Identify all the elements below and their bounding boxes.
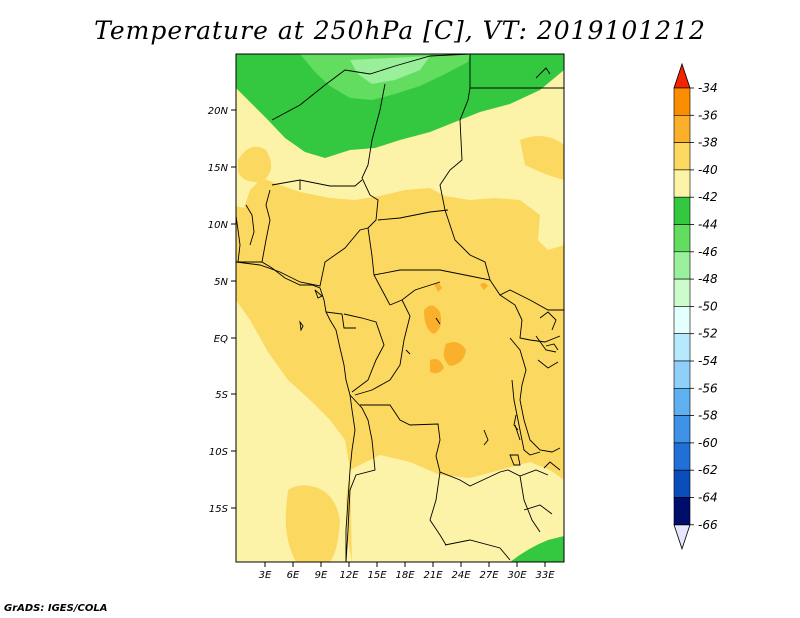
field-southwest-plume bbox=[285, 485, 340, 562]
lat-label-20n: 20N bbox=[208, 106, 229, 117]
colorbar-segment bbox=[673, 333, 691, 362]
colorbar-bottom-arrow bbox=[673, 524, 691, 551]
lat-label-5n: 5N bbox=[214, 277, 228, 288]
lat-label-10n: 10N bbox=[208, 220, 229, 231]
grads-credit: GrADS: IGES/COLA bbox=[4, 603, 108, 614]
colorbar-label: -58 bbox=[698, 409, 718, 423]
colorbar-segment bbox=[673, 142, 691, 171]
colorbar-top-arrow bbox=[673, 62, 691, 89]
colorbar-label: -62 bbox=[698, 463, 718, 477]
colorbar-segment bbox=[673, 360, 691, 389]
colorbar-label: -54 bbox=[698, 354, 718, 368]
field-central-patch-5 bbox=[480, 282, 488, 290]
colorbar-label: -50 bbox=[698, 299, 718, 313]
colorbar-label: -66 bbox=[698, 518, 718, 532]
lon-label-6e: 6E bbox=[287, 570, 300, 581]
lon-label-30e: 30E bbox=[507, 570, 527, 581]
colorbar-label: -56 bbox=[698, 381, 718, 395]
colorbar-label: -46 bbox=[698, 245, 718, 259]
colorbar-label: -36 bbox=[698, 108, 718, 122]
map-frame bbox=[235, 53, 565, 563]
colorbar-segment bbox=[673, 169, 691, 198]
lon-label-27e: 27E bbox=[479, 570, 499, 581]
lon-label-21e: 21E bbox=[423, 570, 443, 581]
lon-axis bbox=[264, 562, 546, 567]
lat-label-15n: 15N bbox=[208, 163, 229, 174]
lon-label-24e: 24E bbox=[451, 570, 471, 581]
map-title: Temperature at 250hPa [C], VT: 201910121… bbox=[94, 16, 706, 45]
field-north-blob-1 bbox=[238, 146, 272, 183]
field-north-green bbox=[236, 54, 564, 158]
lat-label-15s: 15S bbox=[209, 504, 229, 515]
colorbar-segment bbox=[673, 87, 691, 116]
field-south-pale bbox=[350, 455, 564, 562]
colorbar-label: -34 bbox=[698, 81, 718, 95]
lon-label-33e: 33E bbox=[535, 570, 555, 581]
lon-label-18e: 18E bbox=[395, 570, 415, 581]
lat-label-5s: 5S bbox=[215, 390, 228, 401]
colorbar-segment bbox=[673, 442, 691, 471]
colorbar-segment bbox=[673, 497, 691, 526]
colorbar-label: -42 bbox=[698, 190, 718, 204]
colorbar: -34 -36 -38 -40 -42 -44 -46 -48 -50 -52 -54 -56 -58 -… bbox=[673, 62, 718, 551]
field-central-patch-4 bbox=[434, 282, 442, 292]
colorbar-label: -64 bbox=[698, 491, 718, 505]
colorbar-segment bbox=[673, 196, 691, 225]
colorbar-segment bbox=[673, 387, 691, 416]
colorbar-label: -38 bbox=[698, 136, 718, 150]
field-central-patch-1 bbox=[424, 305, 442, 334]
field-central-patch-3 bbox=[430, 359, 444, 374]
colorbar-segment bbox=[673, 306, 691, 334]
lat-label-eq: EQ bbox=[214, 334, 228, 345]
colorbar-label: -40 bbox=[698, 163, 718, 177]
country-borders bbox=[236, 54, 564, 562]
colorbar-segment bbox=[673, 224, 691, 253]
colorbar-label: -52 bbox=[698, 327, 718, 341]
colorbar-segment bbox=[673, 415, 691, 444]
colorbar-label: -48 bbox=[698, 272, 718, 286]
colorbar-segment bbox=[673, 469, 691, 498]
lon-label-3e: 3E bbox=[259, 570, 272, 581]
lat-label-10s: 10S bbox=[209, 447, 229, 458]
lat-labels: 20N 15N 10N 5N EQ 5S 10S 15S bbox=[208, 106, 229, 515]
colorbar-segment bbox=[673, 278, 691, 307]
colorbar-segment bbox=[673, 115, 691, 143]
field-central-patch-2 bbox=[443, 342, 466, 366]
field-southeast-green bbox=[510, 536, 564, 562]
lon-labels: 3E 6E 9E 12E 15E 18E 21E 24E 27E 30E 33E bbox=[259, 570, 556, 581]
colorbar-label: -60 bbox=[698, 436, 718, 450]
lat-axis bbox=[231, 109, 236, 509]
coastline bbox=[236, 67, 561, 562]
colorbar-label: -44 bbox=[698, 218, 718, 232]
lon-label-15e: 15E bbox=[367, 570, 387, 581]
field-east-pale bbox=[520, 136, 564, 180]
field-north-lightgreen-2 bbox=[350, 56, 430, 84]
lon-label-12e: 12E bbox=[339, 570, 359, 581]
lon-label-9e: 9E bbox=[315, 570, 328, 581]
colorbar-segment bbox=[673, 251, 691, 280]
temperature-field bbox=[236, 54, 564, 562]
